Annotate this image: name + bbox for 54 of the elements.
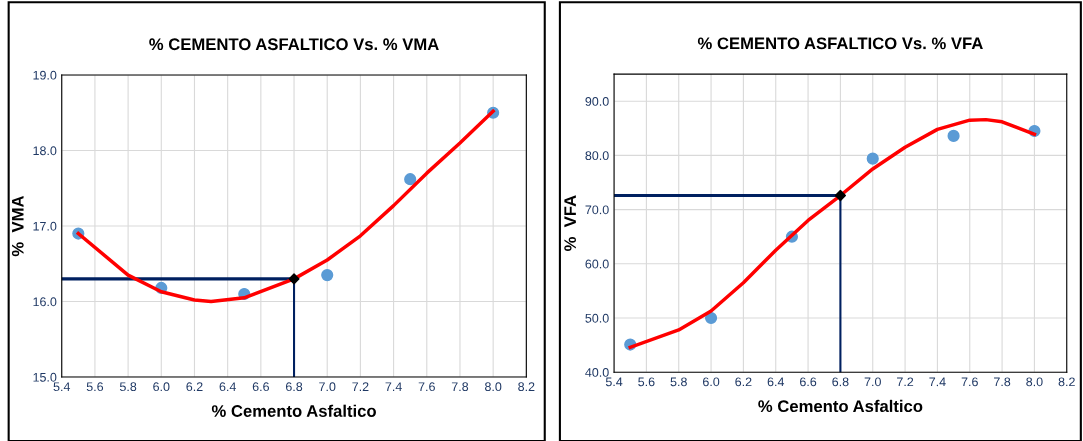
x-tick-label: 7.0 <box>864 377 881 387</box>
x-tick-label: 8.2 <box>518 382 535 392</box>
x-tick-label: 5.8 <box>119 382 137 392</box>
x-tick-label: 5.4 <box>605 377 623 387</box>
point <box>947 129 960 142</box>
point <box>321 269 334 282</box>
y-axis-title: % VFA <box>564 195 576 251</box>
y-tick-label: 17.0 <box>33 221 57 231</box>
x-tick-label: 5.6 <box>86 382 104 392</box>
x-tick-label: 7.4 <box>385 382 402 391</box>
x-tick-label: 8.2 <box>1058 377 1075 387</box>
x-tick-label: 7.6 <box>418 382 435 392</box>
point <box>704 311 718 325</box>
x-tick-label: 6.4 <box>219 382 236 392</box>
x-tick-label: 7.8 <box>451 382 469 392</box>
point <box>866 152 879 165</box>
x-tick-label: 6.8 <box>832 377 849 387</box>
x-tick-label: 6.4 <box>767 377 785 387</box>
y-tick-label: 90.0 <box>585 96 609 106</box>
y-tick-label: 60.0 <box>585 259 609 269</box>
point <box>288 273 300 285</box>
chart-title: % CEMENTO ASFALTICO Vs. % VMA <box>149 38 439 51</box>
x-tick-label: 7.2 <box>352 382 369 391</box>
x-tick-label: 7.0 <box>319 382 336 392</box>
x-axis-title: % Cemento Asfaltico <box>211 404 376 417</box>
y-axis-title: % VMA <box>11 195 24 257</box>
x-tick-label: 6.0 <box>703 377 720 387</box>
y-tick-label: 19.0 <box>33 70 57 80</box>
x-tick-label: 6.6 <box>800 377 817 387</box>
x-tick-label: 6.2 <box>735 377 752 387</box>
y-tick-label: 18.0 <box>33 146 57 156</box>
point <box>834 189 847 202</box>
x-tick-label: 8.0 <box>485 382 502 392</box>
y-tick-label: 40.0 <box>585 368 609 377</box>
chart-title: % CEMENTO ASFALTICO Vs. % VFA <box>697 37 983 50</box>
x-tick-label: 8.0 <box>1026 377 1043 387</box>
y-tick-label: 70.0 <box>585 205 609 215</box>
x-tick-label: 7.8 <box>994 377 1011 387</box>
y-tick-label: 50.0 <box>585 313 609 323</box>
x-tick-label: 5.8 <box>670 377 687 387</box>
x-tick-label: 6.8 <box>285 382 303 392</box>
point <box>404 173 417 186</box>
x-tick-label: 6.2 <box>186 382 203 392</box>
y-tick-label: 80.0 <box>585 151 609 161</box>
x-tick-label: 7.4 <box>929 377 946 387</box>
y-tick-label: 15.0 <box>33 372 57 382</box>
y-tick-label: 16.0 <box>33 297 57 307</box>
x-tick-label: 5.4 <box>53 382 71 392</box>
x-tick-label: 5.6 <box>638 377 655 387</box>
x-tick-label: 7.2 <box>897 377 914 387</box>
x-tick-label: 6.0 <box>153 382 170 392</box>
x-axis-title: % Cemento Asfaltico <box>758 399 923 413</box>
x-tick-label: 6.6 <box>252 382 269 392</box>
x-tick-label: 7.6 <box>961 377 978 387</box>
